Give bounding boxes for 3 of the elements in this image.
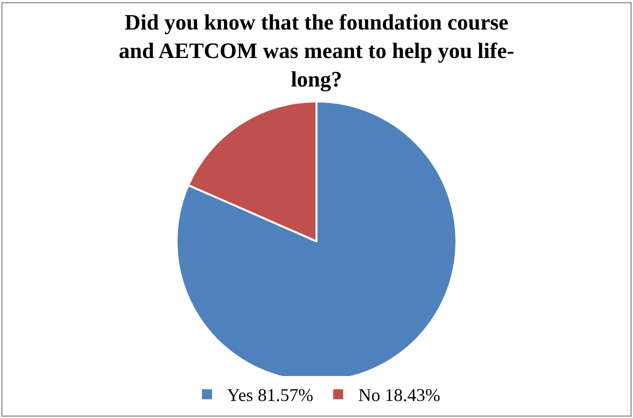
legend-label: No 18.43% (358, 385, 440, 406)
chart-title: Did you know that the foundation course and AETCOM was meant to help you life- long? (118, 9, 514, 92)
legend-label: Yes 81.57% (227, 385, 314, 406)
